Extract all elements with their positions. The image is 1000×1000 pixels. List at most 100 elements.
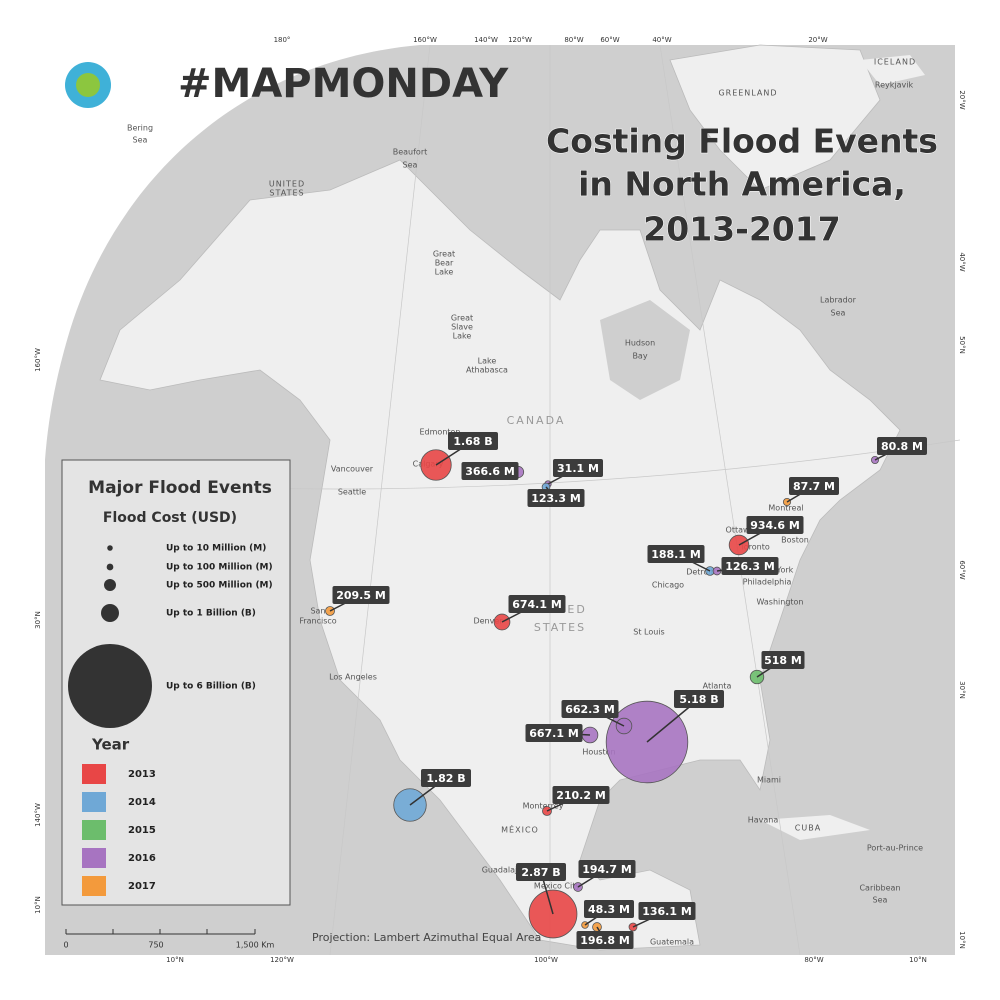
place-label: UNITED <box>269 180 305 189</box>
place-label: Atlanta <box>703 682 732 691</box>
graticule-label: 40°W <box>958 252 966 271</box>
graticule-label: 160°W <box>34 348 42 372</box>
legend-year-swatch <box>82 848 106 868</box>
place-label: Bear <box>435 259 454 268</box>
flood-label: 126.3 M <box>725 560 775 573</box>
place-label: Los Angeles <box>329 673 377 682</box>
graticule-label: 20°W <box>808 36 827 44</box>
flood-label-box <box>877 437 927 455</box>
flood-label-box <box>578 860 636 878</box>
place-label: Beaufort <box>393 148 428 157</box>
graticule-label: 80°W <box>804 956 823 964</box>
flood-label-box <box>421 769 471 787</box>
graticule-label: 40°W <box>652 36 671 44</box>
place-label: Ottawa <box>726 526 755 535</box>
place-label: Montreal <box>768 504 803 513</box>
legend-size-label: Up to 100 Million (M) <box>166 563 273 573</box>
flood-label-box <box>332 586 390 604</box>
country-label: CANADA <box>507 414 566 427</box>
graticule-label: 20°W <box>958 90 966 109</box>
place-label: Chicago <box>652 581 684 590</box>
place-label: Mexico City <box>534 882 580 891</box>
place-label: CUBA <box>795 824 821 833</box>
place-label: Hudson <box>625 339 655 348</box>
flood-label-box <box>508 595 566 613</box>
flood-label: 667.1 M <box>529 727 579 740</box>
flood-label: 934.6 M <box>750 519 800 532</box>
flood-label: 196.8 M <box>580 934 630 947</box>
map-title: in North America, <box>578 165 906 204</box>
flood-label: 194.7 M <box>582 863 632 876</box>
flood-label: 31.1 M <box>557 462 599 475</box>
graticule-label: 120°W <box>270 956 294 964</box>
graticule-label: 10°N <box>958 931 966 949</box>
place-label: Miami <box>757 776 781 785</box>
flood-label-box <box>721 557 779 575</box>
flood-label: 5.18 B <box>679 693 718 706</box>
scale-label: 1,500 Km <box>236 941 275 950</box>
place-label: MÉXICO <box>501 824 539 835</box>
land <box>99 159 901 951</box>
legend-year-swatch <box>82 764 106 784</box>
flood-label-box <box>789 477 839 495</box>
flood-label-box <box>461 462 519 480</box>
place-label: Guatemala <box>650 938 694 947</box>
legend-year-swatch <box>82 820 106 840</box>
place-label: STATES <box>269 189 304 198</box>
graticule-label: 160°W <box>413 36 437 44</box>
place-label: San <box>310 607 325 616</box>
place-label: Bay <box>632 352 647 361</box>
legend-year-swatch <box>82 792 106 812</box>
legend-year-label: 2015 <box>128 825 156 836</box>
graticule-label: 30°N <box>958 681 966 699</box>
legend-size-label: Up to 500 Million (M) <box>166 581 273 591</box>
legend-year-label: 2016 <box>128 853 156 864</box>
flood-label: 366.6 M <box>465 465 515 478</box>
flood-label: 136.1 M <box>642 905 692 918</box>
flood-label: 674.1 M <box>512 598 562 611</box>
scale-label: 750 <box>148 941 163 950</box>
greenland <box>669 44 881 191</box>
graticule-label: 140°W <box>34 803 42 827</box>
place-label: Guadalajara <box>482 866 531 875</box>
place-label: Houston <box>582 748 615 757</box>
place-label: Sea <box>873 896 888 905</box>
map-edge <box>45 45 420 460</box>
flood-label-box <box>647 545 705 563</box>
place-label: Sea <box>403 161 418 170</box>
scale-label: 0 <box>63 941 68 950</box>
place-label: Lake <box>478 357 497 366</box>
legend-size-label: Up to 1 Billion (B) <box>166 609 256 619</box>
meridian-line <box>659 44 801 956</box>
flood-label: 87.7 M <box>793 480 835 493</box>
place-label: Caribbean <box>859 884 900 893</box>
flood-label: 123.3 M <box>531 492 581 505</box>
place-label: Athabasca <box>466 366 508 375</box>
flood-label: 48.3 M <box>588 903 630 916</box>
place-label: Denver <box>473 617 503 626</box>
graticule-label: 50°N <box>958 336 966 354</box>
graticule-label: 10°N <box>166 956 184 964</box>
place-label: Seattle <box>338 488 366 497</box>
place-label: Labrador <box>820 296 857 305</box>
flood-label-box <box>584 900 634 918</box>
projection-note: Projection: Lambert Azimuthal Equal Area <box>312 931 541 944</box>
flood-label: 662.3 M <box>565 703 615 716</box>
flood-label-box <box>516 863 566 881</box>
map-title: 2013-2017 <box>643 210 840 249</box>
flood-label: 518 M <box>764 654 802 667</box>
graticule-label: 100°W <box>534 956 558 964</box>
flood-label: 209.5 M <box>336 589 386 602</box>
flood-label-box <box>576 931 634 949</box>
place-label: Great <box>451 314 473 323</box>
legend-size-swatch <box>68 644 152 728</box>
place-label: Lake <box>453 332 472 341</box>
graticule-label: 60°W <box>958 560 966 579</box>
place-label: Francisco <box>299 617 336 626</box>
legend-size-swatch <box>104 579 116 591</box>
legend-year-label: 2017 <box>128 881 156 892</box>
legend-size-label: Up to 10 Million (M) <box>166 544 266 554</box>
legend-year-label: 2013 <box>128 769 156 780</box>
map-title: Costing Flood Events <box>546 122 938 161</box>
